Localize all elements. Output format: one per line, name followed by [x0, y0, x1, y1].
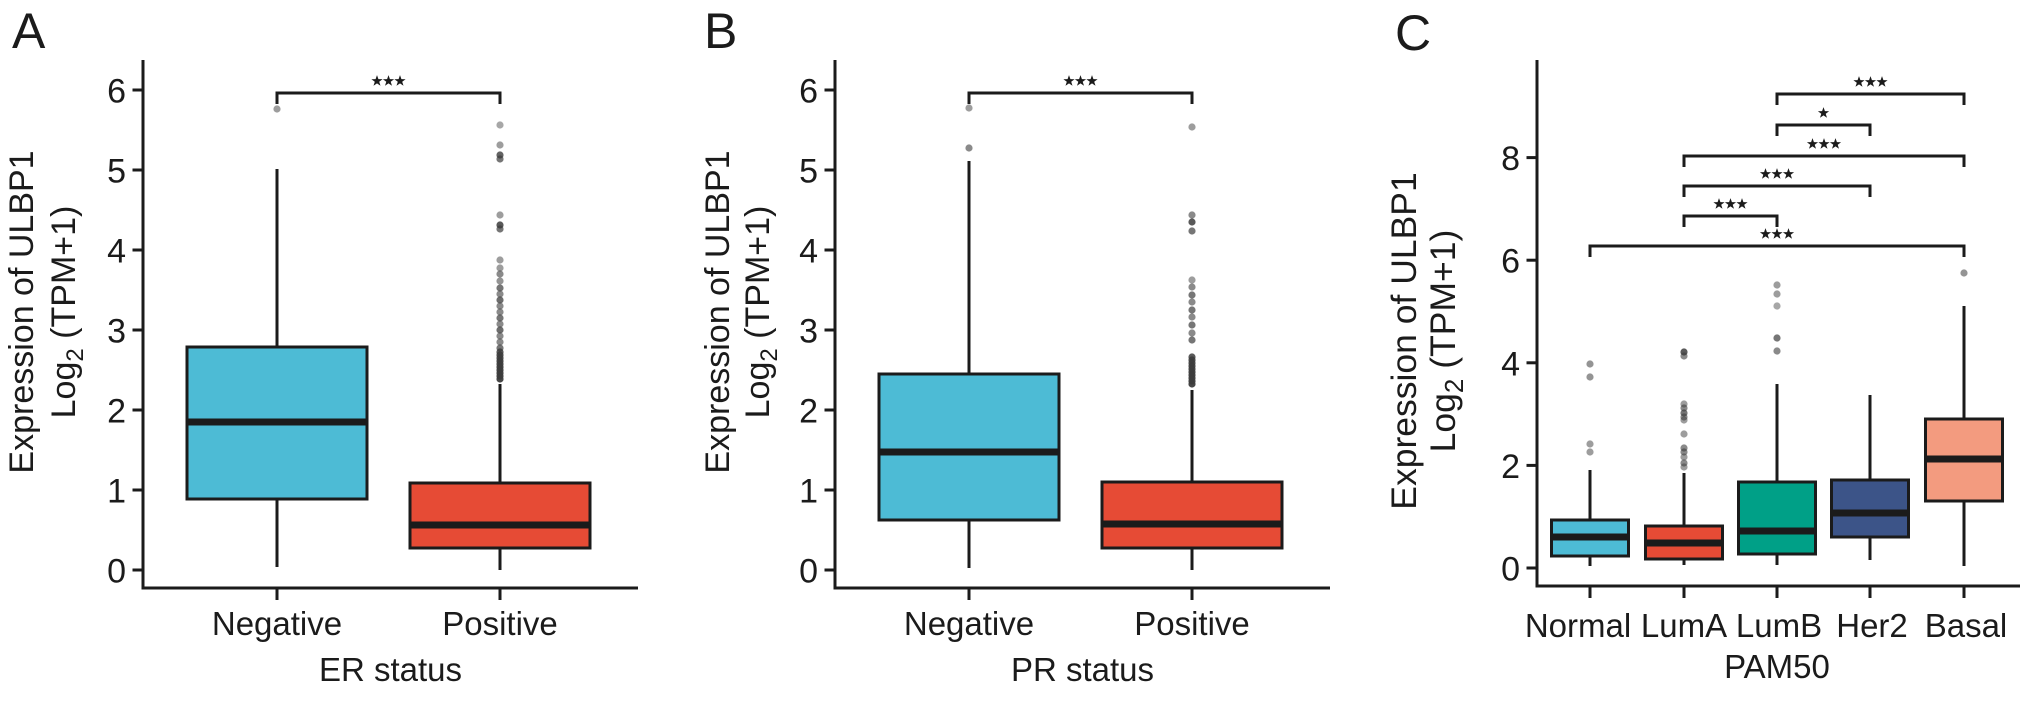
svg-text:A: A: [12, 3, 46, 59]
svg-text:3: 3: [107, 313, 126, 351]
svg-text:Normal: Normal: [1525, 607, 1631, 644]
svg-text:2: 2: [1501, 448, 1520, 486]
svg-text:Positive: Positive: [442, 605, 558, 642]
svg-text:6: 6: [799, 73, 818, 111]
svg-text:Positive: Positive: [1134, 605, 1250, 642]
svg-text:LumA: LumA: [1641, 607, 1727, 644]
svg-text:5: 5: [799, 153, 818, 191]
svg-text:0: 0: [799, 553, 818, 591]
svg-text:3: 3: [799, 313, 818, 351]
svg-text:Negative: Negative: [904, 605, 1034, 642]
svg-text:1: 1: [799, 473, 818, 511]
svg-text:Expression of ULBP1: Expression of ULBP1: [699, 150, 737, 473]
svg-text:ER status: ER status: [319, 651, 462, 688]
svg-text:5: 5: [107, 153, 126, 191]
svg-text:6: 6: [107, 73, 126, 111]
svg-text:Her2: Her2: [1836, 607, 1908, 644]
svg-text:2: 2: [799, 393, 818, 431]
svg-text:Log2 (TPM+1): Log2 (TPM+1): [45, 206, 89, 419]
svg-text:Expression of ULBP1: Expression of ULBP1: [1384, 172, 1424, 509]
svg-text:Log2 (TPM+1): Log2 (TPM+1): [739, 206, 783, 419]
svg-text:B: B: [704, 3, 737, 59]
svg-text:8: 8: [1501, 140, 1520, 178]
svg-text:C: C: [1395, 5, 1431, 61]
svg-text:PR status: PR status: [1011, 651, 1154, 688]
svg-text:4: 4: [1501, 345, 1520, 383]
svg-text:Basal: Basal: [1925, 607, 2008, 644]
svg-text:2: 2: [107, 393, 126, 431]
svg-text:Expression of ULBP1: Expression of ULBP1: [3, 150, 41, 473]
svg-text:6: 6: [1501, 243, 1520, 281]
svg-text:LumB: LumB: [1736, 607, 1822, 644]
svg-text:0: 0: [1501, 551, 1520, 589]
svg-text:PAM50: PAM50: [1724, 648, 1830, 685]
svg-text:4: 4: [107, 233, 126, 271]
svg-text:0: 0: [107, 553, 126, 591]
svg-text:1: 1: [107, 473, 126, 511]
svg-text:4: 4: [799, 233, 818, 271]
svg-text:Log2 (TPM+1): Log2 (TPM+1): [1423, 230, 1469, 453]
svg-text:Negative: Negative: [212, 605, 342, 642]
